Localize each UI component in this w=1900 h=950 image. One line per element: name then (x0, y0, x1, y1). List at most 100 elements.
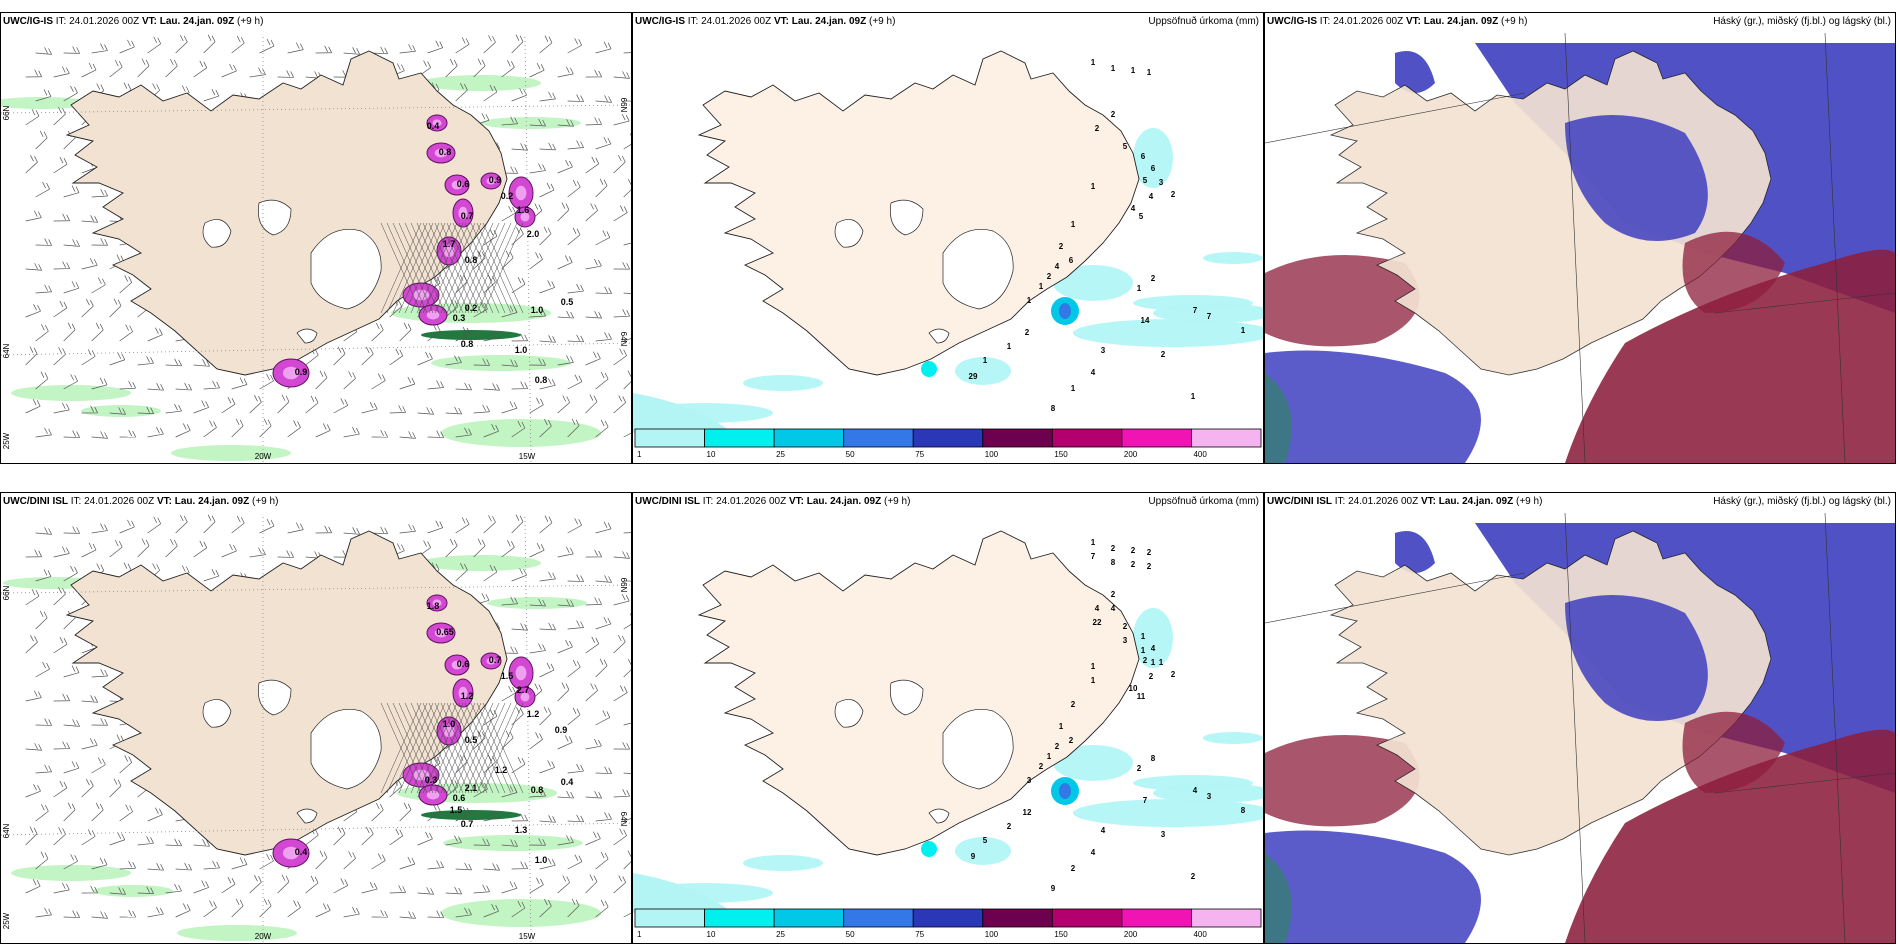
precip-contours (272, 594, 536, 868)
precip-value-label: 1 (1091, 58, 1096, 67)
precip-value-label: 3 (1101, 346, 1106, 355)
lon-left-label: 20W (255, 932, 272, 941)
precip-value-label: 2 (1111, 590, 1116, 599)
legend-swatch (843, 908, 914, 928)
precip-value-label: 4 (1149, 192, 1154, 201)
lat-top-label: 66N (2, 585, 11, 600)
legend-swatch (1191, 428, 1262, 448)
legend-tick: 10 (707, 450, 716, 459)
legend-swatch (1051, 428, 1123, 448)
precip-value-label: 2 (1171, 190, 1176, 199)
legend-swatch (1051, 908, 1123, 928)
lat-bottom-label: 64N (2, 823, 11, 838)
legend-swatch (773, 908, 845, 928)
lon-left-label: 20W (255, 452, 272, 461)
map-canvas: 66N 64N 66N 64N 20W 15W 25W 0.65 0.6 0.8 0.4 0.7 0.6… (1, 514, 631, 943)
precip-value-label: 4 (1095, 604, 1100, 613)
precip-value-label: 1 (1091, 182, 1096, 191)
precip-value-label: 2 (1147, 548, 1152, 557)
precip-value-label: 3 (1159, 178, 1164, 187)
precip-value-label: 3 (1027, 776, 1032, 785)
precip-value-label: 22 (1093, 618, 1102, 627)
precip-value-label: 1 (1091, 662, 1096, 671)
legend-swatch (1191, 908, 1262, 928)
wind-value-label: 0.8 (465, 255, 478, 265)
wind-value-label: 1.0 (531, 305, 544, 315)
precip-value-label: 2 (1069, 736, 1074, 745)
precip-value-label: 2 (1123, 622, 1128, 631)
precip-value-label: 3 (1123, 636, 1128, 645)
wind-value-label: 0.5 (561, 297, 574, 307)
wind-value-label: 0.6 (453, 793, 466, 803)
precip-value-label: 2 (1059, 242, 1064, 251)
precip-value-label: 2 (1055, 742, 1060, 751)
legend-swatch (704, 428, 775, 448)
precip-value-label: 7 (1091, 552, 1096, 561)
iceland-land (65, 50, 508, 376)
precip-value-label: 6 (1141, 152, 1146, 161)
corner-label: 25W (2, 432, 11, 449)
precip-value-label: 1 (1091, 676, 1096, 685)
precip-value-label: 2 (1025, 328, 1030, 337)
lat-right-bottom-label: 64N (619, 812, 628, 827)
precip-value-label: 11 (1137, 692, 1146, 701)
precip-value-label: 1 (1151, 658, 1156, 667)
precip-value-label: 14 (1141, 316, 1150, 325)
wind-value-label: 0.2 (501, 191, 514, 201)
wind-value-label: 1.0 (535, 855, 548, 865)
legend-tick: 50 (846, 450, 855, 459)
precip-value-label: 5 (1143, 176, 1148, 185)
precip-value-label: 1 (1071, 384, 1076, 393)
wind-value-label: 0.4 (561, 777, 574, 787)
panel-title: UWC/IG-IS IT: 24.01.2026 00Z VT: Lau. 24… (1267, 16, 1528, 27)
precip-value-label: 1 (1111, 64, 1116, 73)
panel-title: UWC/DINI ISL IT: 24.01.2026 00Z VT: Lau.… (635, 496, 911, 507)
lon-right-label: 15W (519, 452, 536, 461)
precip-value-label: 8 (1111, 558, 1116, 567)
wind-value-label: 2.0 (527, 229, 540, 239)
precip-contours (272, 114, 536, 388)
precip-value-label: 2 (1047, 272, 1052, 281)
wind-value-label: 1.2 (461, 691, 474, 701)
precip-value-label: 8 (1151, 754, 1156, 763)
cloud-panel-bottom: UWC/DINI ISL IT: 24.01.2026 00Z VT: Lau.… (1264, 492, 1896, 944)
iceland-land (697, 50, 1140, 376)
wind-value-label: 0.3 (425, 775, 438, 785)
legend-tick: 75 (915, 930, 924, 939)
panel-subtitle: Uppsöfnuð úrkoma (mm) (1148, 16, 1259, 27)
precip-value-label: 2 (1131, 546, 1136, 555)
precip-value-label: 9 (971, 852, 976, 861)
precip-value-label: 8 (1051, 404, 1056, 413)
legend-swatch (1121, 428, 1192, 448)
wind-value-label: 0.8 (531, 785, 544, 795)
panel-subtitle: Háský (gr.), miðský (fj.bl.) og lágský (… (1713, 496, 1891, 507)
precip-value-label: 2 (1161, 350, 1166, 359)
precip-value-label: 2 (1137, 764, 1142, 773)
wind-value-label: 0.7 (489, 655, 502, 665)
wind-panel-top: 66N 64N 66N 64N 20W 15W 25W 0.8 0.6 1.0 0.5 0.9 0.3 0… (0, 12, 632, 464)
precip-value-label: 7 (1207, 312, 1212, 321)
wind-value-label: 0.8 (439, 147, 452, 157)
precip-value-label: 2 (1143, 656, 1148, 665)
legend-tick: 100 (985, 930, 999, 939)
precip-value-label: 7 (1143, 796, 1148, 805)
wind-value-label: 2.7 (517, 685, 530, 695)
precip-value-label: 2 (1171, 670, 1176, 679)
precip-value-label: 2 (1071, 864, 1076, 873)
precip-value-label: 10 (1129, 684, 1138, 693)
wind-value-label: 1.0 (443, 719, 456, 729)
precip-value-label: 9 (1051, 884, 1056, 893)
precip-value-label: 2 (1007, 822, 1012, 831)
wind-value-label: 1.2 (495, 765, 508, 775)
legend-tick: 200 (1124, 450, 1138, 459)
precip-value-label: 1 (1039, 282, 1044, 291)
precip-value-label: 4 (1091, 848, 1096, 857)
precip-value-label: 1 (1027, 296, 1032, 305)
precip-panel-top: 1 1 1 1 2 2 5 1 6 6 5 4 3 2 4 5 1 2 2 4 6 1 1 2 1 7 7 14 29 2 1 1 2 1 1 8 1 4… (632, 12, 1264, 464)
legend-tick: 25 (776, 450, 785, 459)
wind-value-label: 0.6 (457, 659, 470, 669)
precip-value-label: 1 (1071, 220, 1076, 229)
legend-swatch (773, 428, 845, 448)
precip-value-label: 3 (1207, 792, 1212, 801)
precip-value-label: 2 (1111, 110, 1116, 119)
